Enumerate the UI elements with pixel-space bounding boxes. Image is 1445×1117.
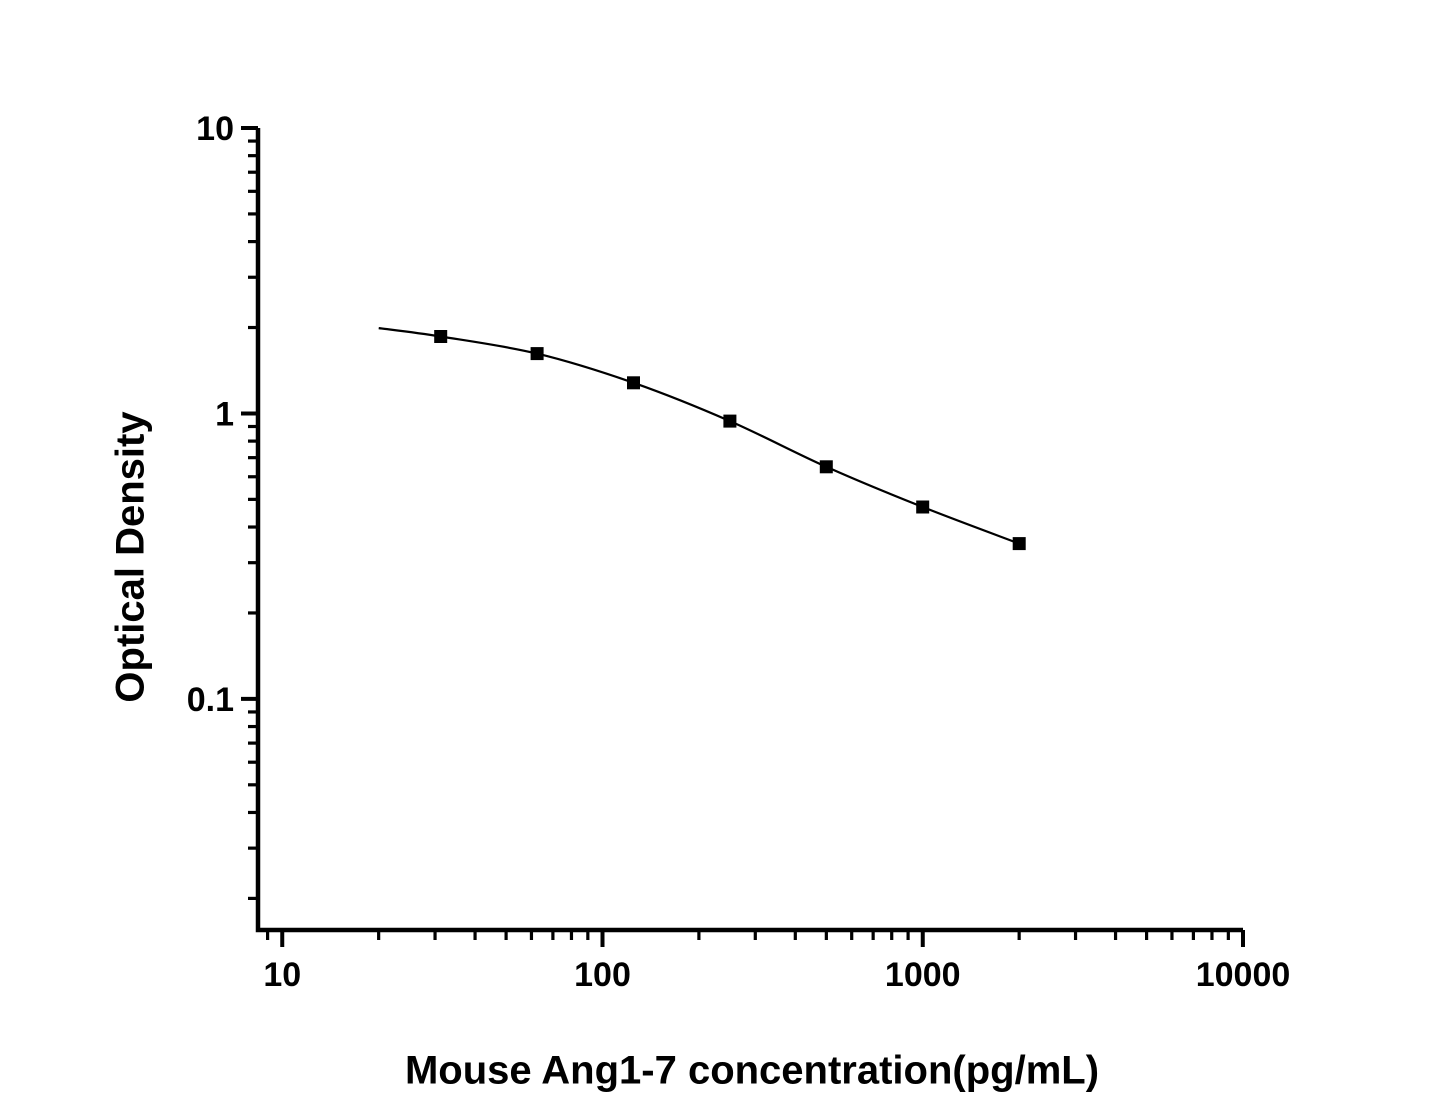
tick-layer: [241, 126, 1245, 947]
x-tick-label: 1000: [885, 956, 961, 994]
tick-label-layer: 10 100 1000 10000 10 1 0.1: [187, 110, 1291, 994]
axis-lines: [255, 128, 1243, 933]
data-point-marker: [916, 500, 930, 514]
x-tick-label: 100: [574, 956, 631, 994]
x-axis-title-text: Mouse Ang1-7 concentration(pg/mL): [404, 1048, 1100, 1093]
y-tick-label: 10: [196, 110, 234, 148]
data-point-marker: [819, 460, 833, 474]
data-point-layer: [434, 330, 1026, 551]
data-point-marker: [627, 376, 640, 390]
x-tick-label: 10000: [1196, 956, 1291, 994]
y-tick-label: 0.1: [187, 681, 234, 719]
data-point-marker: [723, 414, 737, 428]
y-axis-title-text: Optical Density: [108, 411, 153, 703]
axes-layer: [255, 128, 1243, 933]
data-point-marker: [530, 347, 544, 361]
data-point-marker: [434, 330, 448, 343]
y-tick-label: 1: [215, 395, 234, 433]
data-point-marker: [1012, 537, 1026, 551]
x-tick-label: 10: [263, 956, 301, 994]
